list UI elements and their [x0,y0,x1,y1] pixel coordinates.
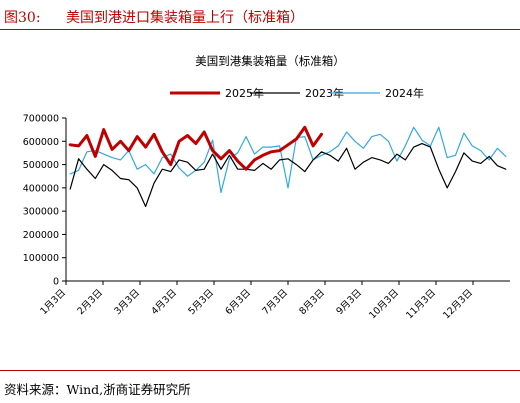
legend-label-2024: 2024年 [385,86,424,100]
x-tick-label: 9月3日 [334,287,364,317]
series-layer [68,125,507,208]
series-line-1 [69,142,507,208]
chart-legend: 2025年 2023年 2024年 [170,86,424,100]
footer-rule [0,370,520,371]
y-tick-label: 300000 [23,207,59,218]
series-line-0 [68,125,323,171]
x-tick-label: 10月3日 [367,287,401,321]
chart-area: 美国到港集装箱量（标准箱） 2025年 2023年 2024年 0 100000 2… [0,30,520,370]
legend-label-2025: 2025年 [225,86,264,100]
y-tick-label: 500000 [23,160,59,171]
line-chart: 美国到港集装箱量（标准箱） 2025年 2023年 2024年 0 100000 2… [23,54,510,321]
x-axis: 1月3日 2月3日 3月3日 4月3日 5月3日 6月3日 7月3日 8月3日 9月3日 10月3… [38,280,510,321]
chart-title: 美国到港集装箱量（标准箱） [195,54,345,68]
y-tick-label: 400000 [23,183,59,194]
x-tick-label: 2月3日 [75,287,105,317]
source-note: 资料来源：Wind,浙商证券研究所 [4,382,191,397]
x-tick-label: 6月3日 [223,287,253,317]
x-tick-label: 11月3日 [404,287,438,321]
x-tick-label: 4月3日 [149,287,179,317]
x-tick-label: 12月3日 [441,287,475,321]
legend-label-2023: 2023年 [305,86,344,100]
figure-footer: 资料来源：Wind,浙商证券研究所 [0,370,520,403]
x-tick-label: 8月3日 [297,287,327,317]
y-tick-label: 0 [53,277,59,288]
figure-title: 美国到港进口集装箱量上行（标准箱） [66,10,304,26]
x-tick-label: 3月3日 [112,287,142,317]
y-tick-label: 100000 [23,253,59,264]
figure-header: 图30: 美国到港进口集装箱量上行（标准箱） [0,0,520,30]
series-line-2 [69,126,507,194]
y-axis: 0 100000 200000 300000 400000 500000 600000 700… [23,114,67,288]
y-tick-label: 200000 [23,230,59,241]
x-tick-label: 1月3日 [38,287,68,317]
figure-number: 图30: [4,10,41,26]
x-tick-label: 7月3日 [260,287,290,317]
x-tick-label: 5月3日 [186,287,216,317]
y-tick-label: 600000 [23,137,59,148]
y-tick-label: 700000 [23,114,59,125]
header-rule [0,29,520,30]
